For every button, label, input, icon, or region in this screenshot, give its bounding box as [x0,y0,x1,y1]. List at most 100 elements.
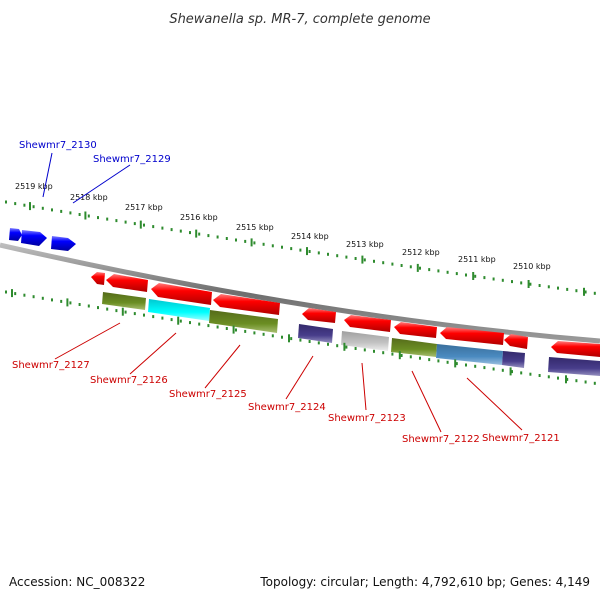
gene-label-2123[interactable]: Shewmr7_2123 [328,413,406,424]
ruler-dot [584,290,587,294]
gene-forward-2130[interactable] [9,228,22,241]
ruler-dot [409,355,412,359]
ruler-dot [382,261,385,265]
tick-label-2513: 2513 kbp [346,240,384,249]
ruler-dot [216,325,219,329]
gene-label-2124[interactable]: Shewmr7_2124 [248,402,326,413]
ruler-dot [547,375,550,379]
gene-label-2125[interactable]: Shewmr7_2125 [169,389,247,400]
tick-label-2519: 2519 kbp [15,182,53,191]
ruler-dot [557,376,559,380]
category-block-cyan [148,299,210,321]
ruler-dot [511,370,513,374]
ruler-dot [428,358,431,362]
callout-line-2127 [54,322,121,360]
ruler-dot [106,307,109,311]
ruler-dot [483,276,486,280]
gene-reverse-small-2[interactable] [504,334,528,349]
gene-reverse-2126[interactable] [151,283,212,305]
gene-label-2130[interactable]: Shewmr7_2130 [19,140,97,151]
ruler-dot [584,380,587,384]
ruler-dot [520,281,523,285]
ruler-major-tick [84,211,87,220]
ruler-dot [474,274,477,278]
ruler-dot [152,315,155,319]
ruler-dot [363,258,366,262]
ruler-dot [566,287,569,291]
callout-line-2129 [72,164,131,204]
ruler-dot [225,237,228,240]
ruler-dot [225,327,228,330]
ruler-major-tick [509,367,512,376]
gene-reverse-2124[interactable] [302,308,336,323]
ruler-dot [336,254,339,258]
ruler-dot [446,360,449,364]
gene-label-2126[interactable]: Shewmr7_2126 [90,375,168,386]
ruler-dot [51,208,53,212]
ruler-dot [69,301,72,305]
gene-forward-2128[interactable] [51,236,76,251]
tick-label-2516: 2516 kbp [180,213,218,222]
callout-line-2124 [285,355,314,400]
ruler-dot [345,345,348,349]
gene-reverse-small[interactable] [91,272,105,285]
ruler-dot [60,209,63,213]
ruler-dot [5,200,7,204]
gene-forward-2129[interactable] [21,230,47,246]
gene-label-2127[interactable]: Shewmr7_2127 [12,360,90,371]
ruler-dot [354,257,357,260]
ruler-dot [520,371,523,375]
category-block-slate-3 [548,357,600,376]
ruler-dot [5,290,7,294]
gene-reverse-2125[interactable] [213,294,280,315]
ruler-dot [235,238,237,242]
ruler-dot [244,329,247,333]
ruler-dot [474,364,477,368]
ruler-major-tick [139,220,142,229]
ruler-dot [419,266,421,270]
ruler-outer-track [5,200,596,295]
ruler-major-tick [11,289,13,298]
ruler-dot [14,202,17,206]
ruler-dot [198,322,201,326]
ruler-dot [327,252,329,256]
gene-reverse-2127[interactable] [106,274,148,292]
gene-reverse-2122[interactable] [394,322,437,338]
ruler-dot [317,341,320,345]
category-block-olive-1 [102,292,146,310]
ruler-dot [23,293,26,297]
ruler-dot [290,337,293,341]
ruler-dot [299,248,302,252]
tick-label-2514: 2514 kbp [291,232,329,241]
gene-reverse-2123[interactable] [344,315,391,332]
ruler-dot [152,225,155,229]
ruler-dot [373,349,375,353]
callout-line-2121 [466,377,523,431]
ruler-dot [14,292,17,296]
callout-line-2123 [361,362,367,411]
ruler-dot [419,356,421,360]
callout-line-2126 [129,332,177,375]
gene-reverse-2121[interactable] [440,327,504,345]
ruler-dot [124,310,127,314]
ruler-dot [575,379,578,383]
ruler-dot [115,309,118,313]
ruler-major-tick [232,325,235,334]
ruler-dot [308,340,311,343]
gene-reverse-2120[interactable] [551,341,600,357]
ruler-dot [87,214,90,218]
accession-text: Accession: NC_008322 [9,575,145,589]
ruler-dot [538,284,541,287]
ruler-dot [317,251,320,255]
gene-label-2129[interactable]: Shewmr7_2129 [93,154,171,165]
ruler-dot [363,348,366,352]
gene-label-2122[interactable]: Shewmr7_2122 [402,434,480,445]
map-title: Shewanella sp. MR-7, complete genome [169,12,430,27]
ruler-dot [400,354,403,357]
gene-label-2121[interactable]: Shewmr7_2121 [482,433,560,444]
ruler-dot [593,291,596,295]
ruler-dot [391,352,394,356]
ruler-outer-ticks [29,202,585,296]
ruler-dot [216,235,219,239]
ruler-major-tick [288,334,290,343]
